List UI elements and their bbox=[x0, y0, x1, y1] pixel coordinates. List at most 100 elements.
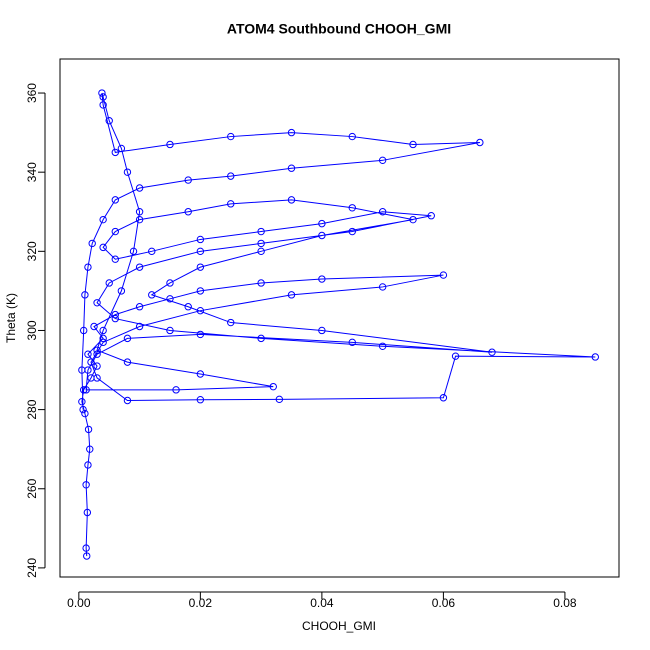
data-point bbox=[451, 352, 460, 360]
data-point bbox=[135, 263, 144, 271]
y-tick-label: 320 bbox=[25, 241, 39, 261]
data-point bbox=[86, 445, 94, 453]
data-point bbox=[257, 334, 265, 343]
data-point bbox=[87, 358, 95, 366]
data-point bbox=[287, 164, 296, 172]
data-point bbox=[275, 395, 284, 404]
data-point bbox=[88, 239, 96, 248]
data-point bbox=[84, 461, 92, 469]
data-point bbox=[123, 358, 132, 366]
data-point bbox=[111, 227, 119, 236]
data-point bbox=[488, 348, 496, 356]
data-point bbox=[79, 405, 87, 414]
data-point bbox=[184, 303, 192, 311]
data-point bbox=[196, 330, 205, 339]
data-point bbox=[135, 303, 144, 311]
data-point bbox=[196, 306, 205, 315]
data-point bbox=[409, 140, 417, 149]
data-point bbox=[78, 366, 86, 374]
data-point bbox=[318, 231, 326, 240]
data-point bbox=[378, 156, 387, 165]
y-tick-label: 260 bbox=[25, 478, 39, 498]
data-point bbox=[318, 275, 326, 283]
data-point bbox=[117, 287, 126, 295]
data-point bbox=[123, 334, 132, 343]
data-point bbox=[172, 386, 180, 394]
data-point bbox=[227, 172, 235, 180]
data-point bbox=[348, 132, 356, 141]
data-point bbox=[82, 386, 90, 394]
data-point bbox=[123, 168, 132, 176]
y-tick-label: 340 bbox=[25, 162, 39, 182]
y-tick-label: 360 bbox=[25, 83, 39, 103]
data-point bbox=[135, 215, 144, 224]
data-point bbox=[78, 397, 86, 406]
data-point bbox=[476, 138, 484, 147]
data-point bbox=[257, 227, 265, 236]
data-point bbox=[82, 481, 90, 489]
data-point bbox=[79, 326, 88, 335]
data-point bbox=[196, 370, 205, 378]
data-point bbox=[90, 322, 98, 331]
data-point bbox=[439, 394, 448, 402]
data-point bbox=[287, 196, 296, 204]
data-point bbox=[184, 208, 192, 216]
data-point bbox=[111, 310, 119, 319]
data-point bbox=[166, 279, 174, 287]
data-point bbox=[111, 196, 119, 204]
data-point bbox=[378, 342, 387, 350]
data-point bbox=[84, 263, 92, 271]
data-point bbox=[427, 212, 435, 220]
chart-title: ATOM4 Southbound CHOOH_GMI bbox=[227, 21, 451, 37]
data-point bbox=[227, 318, 235, 327]
data-point bbox=[93, 346, 101, 354]
data-point bbox=[348, 204, 356, 212]
data-point bbox=[196, 263, 205, 271]
data-point bbox=[439, 271, 448, 279]
data-point bbox=[99, 338, 107, 347]
data-point bbox=[105, 279, 113, 287]
data-point bbox=[93, 362, 101, 370]
x-tick-label: 0.04 bbox=[310, 596, 334, 610]
data-point bbox=[123, 396, 132, 405]
data-point bbox=[227, 132, 235, 141]
data-point bbox=[117, 144, 126, 153]
data-point bbox=[135, 322, 144, 331]
data-point bbox=[111, 255, 119, 263]
data-point bbox=[99, 326, 107, 335]
y-tick-label: 280 bbox=[25, 399, 39, 419]
data-point bbox=[287, 128, 296, 137]
data-point bbox=[99, 215, 107, 224]
data-point bbox=[257, 279, 265, 287]
data-point bbox=[99, 93, 107, 101]
data-point bbox=[135, 208, 144, 216]
x-tick-label: 0.02 bbox=[189, 596, 213, 610]
y-axis-label: Theta (K) bbox=[4, 293, 18, 343]
data-point bbox=[257, 239, 265, 248]
y-tick-label: 300 bbox=[25, 320, 39, 340]
data-point bbox=[196, 287, 205, 295]
data-line bbox=[81, 92, 596, 557]
data-point bbox=[84, 425, 93, 434]
data-point bbox=[135, 184, 144, 192]
data-point bbox=[269, 382, 277, 391]
data-point bbox=[81, 291, 89, 299]
data-point bbox=[105, 117, 113, 125]
data-point bbox=[99, 243, 107, 252]
data-point bbox=[93, 374, 101, 382]
data-point bbox=[348, 227, 356, 236]
data-point bbox=[82, 544, 90, 552]
data-point bbox=[591, 353, 600, 361]
data-point bbox=[318, 219, 326, 228]
data-point bbox=[99, 101, 107, 109]
data-point bbox=[79, 386, 88, 394]
data-point bbox=[83, 552, 91, 560]
data-point bbox=[148, 291, 156, 299]
data-point bbox=[84, 350, 92, 358]
x-tick-label: 0.06 bbox=[432, 596, 456, 610]
data-point bbox=[111, 148, 119, 157]
data-point bbox=[166, 295, 174, 303]
data-point bbox=[98, 89, 106, 97]
data-point bbox=[83, 508, 92, 517]
